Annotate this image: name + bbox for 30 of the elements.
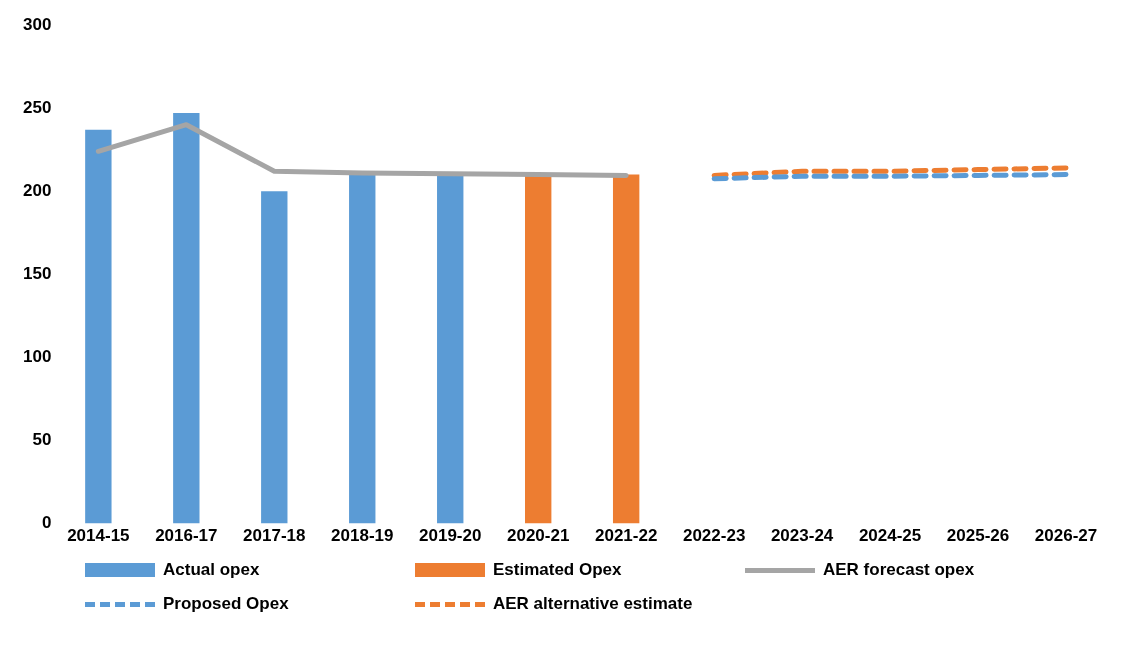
x-tick-label: 2018-19 xyxy=(331,526,394,546)
bar xyxy=(349,174,376,524)
y-tick-label: 100 xyxy=(22,347,52,367)
x-tick-label: 2016-17 xyxy=(155,526,218,546)
legend-label: AER forecast opex xyxy=(823,560,975,580)
x-tick-label: 2024-25 xyxy=(858,526,922,546)
x-tick-label: 2025-26 xyxy=(946,526,1010,546)
y-tick-label: 200 xyxy=(22,180,52,200)
x-tick-label: 2022-23 xyxy=(682,526,746,546)
bar xyxy=(612,174,640,524)
y-tick-label: 50 xyxy=(32,430,52,450)
bar xyxy=(173,113,200,524)
y-tick-label: 250 xyxy=(22,97,52,117)
legend-label: AER alternative estimate xyxy=(493,594,693,614)
x-tick-label: 2026-27 xyxy=(1034,526,1098,546)
x-tick-label: 2023-24 xyxy=(770,526,834,546)
x-tick-label: 2014-15 xyxy=(67,526,130,546)
y-tick-label: 0 xyxy=(41,513,52,533)
legend-label: Actual opex xyxy=(163,560,260,580)
x-tick-label: 2020-21 xyxy=(507,526,570,546)
y-tick-label: 300 xyxy=(22,14,52,34)
legend-label: Estimated Opex xyxy=(493,560,622,580)
x-tick-label: 2019-20 xyxy=(419,526,482,546)
bar xyxy=(261,191,288,524)
y-tick-label: 150 xyxy=(22,263,52,283)
bar xyxy=(437,174,464,524)
x-tick-label: 2021-22 xyxy=(594,526,658,546)
legend-label: Proposed Opex xyxy=(163,594,289,614)
x-tick-label: 2017-18 xyxy=(243,526,306,546)
bar xyxy=(85,129,112,524)
